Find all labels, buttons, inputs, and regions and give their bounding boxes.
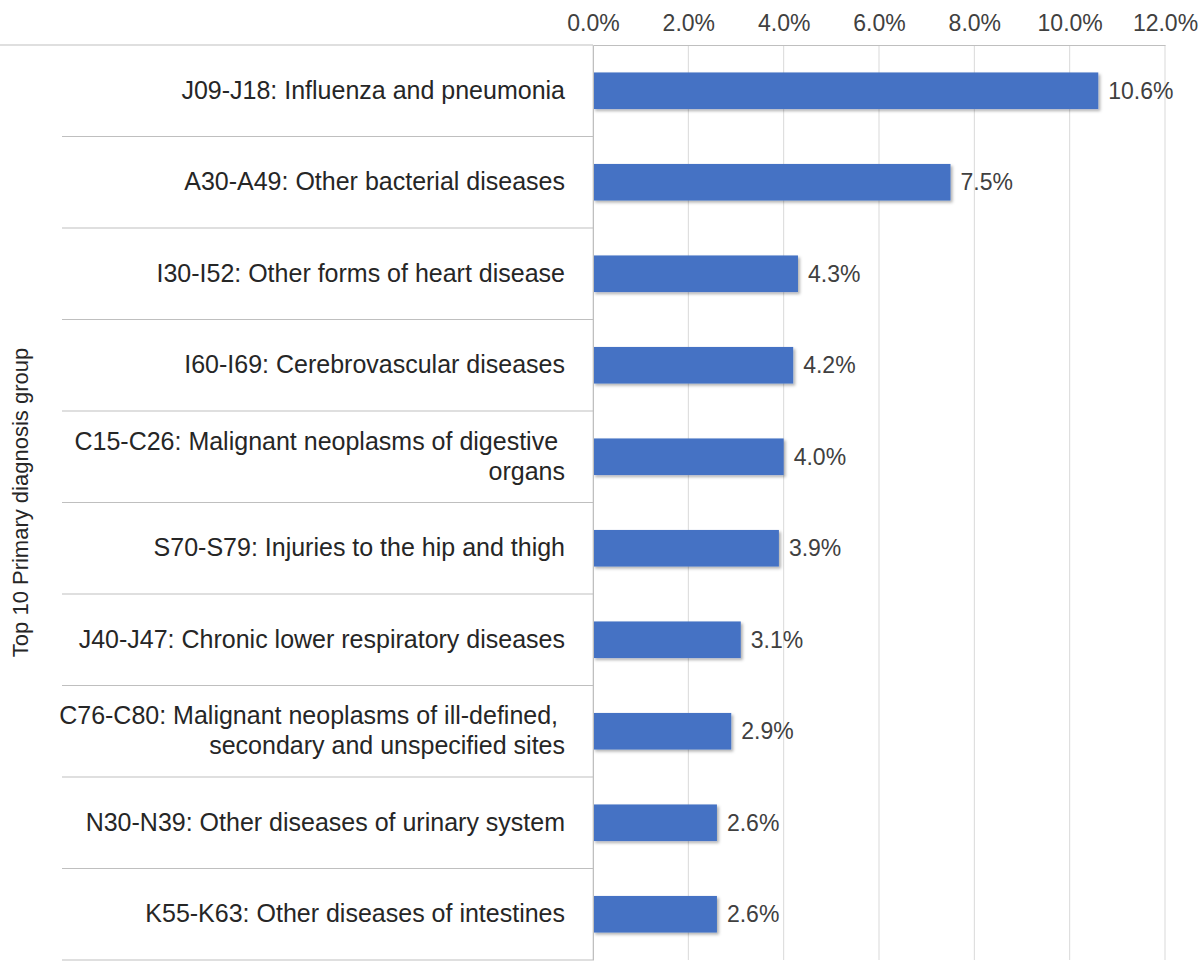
chart: 0.0% 2.0% 4.0% 6.0% 8.0% 10.0% 12.0% J09-J18: I…	[0, 0, 1200, 966]
grid-line	[1069, 45, 1070, 960]
bar	[593, 621, 741, 658]
category-separator	[62, 411, 593, 412]
tick-label: I60-I69: Cerebrovascular diseases	[184, 350, 565, 378]
category-separator	[62, 868, 593, 869]
category-separator	[62, 319, 593, 320]
bar	[593, 72, 1098, 109]
tick: 10.0%	[1038, 10, 1103, 45]
category-separator	[62, 777, 593, 778]
tick-label: A30-A49: Other bacterial diseases	[184, 167, 565, 195]
data-label: 2.9%	[741, 718, 793, 744]
bar	[593, 530, 779, 567]
tick: S70-S79: Injuries to the hip and thigh	[154, 533, 593, 561]
tick: 0.0%	[567, 10, 619, 45]
data-label: 7.5%	[961, 169, 1013, 195]
category-separator	[62, 136, 593, 137]
data-label: 3.9%	[789, 535, 841, 561]
tick: A30-A49: Other bacterial diseases	[184, 167, 593, 195]
axis-line	[593, 46, 594, 961]
axis-line	[594, 45, 1166, 46]
tick-label: C15-C26: Malignant neoplasms of digestiv…	[74, 427, 565, 485]
tick-label: 8.0%	[949, 10, 1001, 36]
bar	[593, 164, 951, 201]
category-separator	[62, 228, 593, 229]
tick-label: N30-N39: Other diseases of urinary syste…	[86, 808, 565, 836]
tick: 6.0%	[853, 10, 905, 45]
tick: K55-K63: Other diseases of intestines	[145, 899, 593, 927]
tick: I60-I69: Cerebrovascular diseases	[184, 350, 593, 378]
tick-label: 2.0%	[663, 10, 715, 36]
data-label: 2.6%	[727, 901, 779, 927]
tick: J09-J18: Influenza and pneumonia	[181, 76, 593, 104]
data-labels: 10.6% 7.5% 4.3% 4.2% 4.0% 3.9% 3.1% 2.9% 2.6% 2.6…	[727, 78, 1174, 928]
tick-label: I30-I52: Other forms of heart disease	[156, 259, 565, 287]
tick-label: 10.0%	[1038, 10, 1103, 36]
bar	[593, 804, 717, 841]
bar	[593, 438, 784, 475]
bars	[593, 72, 1098, 932]
grid	[593, 45, 1165, 960]
tick-label: C76-C80: Malignant neoplasms of ill-defi…	[59, 701, 565, 759]
category-separator	[0, 45, 593, 46]
y-axis: J09-J18: Influenza and pneumonia A30-A49:…	[59, 46, 593, 961]
tick-label: J40-J47: Chronic lower respiratory disea…	[79, 625, 565, 653]
tick: 8.0%	[949, 10, 1001, 45]
bar	[593, 896, 717, 933]
data-label: 3.1%	[751, 627, 803, 653]
tick: I30-I52: Other forms of heart disease	[156, 259, 593, 287]
category-separator	[62, 502, 593, 503]
tick-label: J09-J18: Influenza and pneumonia	[181, 76, 565, 104]
tick-label: 6.0%	[853, 10, 905, 36]
data-label: 10.6%	[1108, 78, 1173, 104]
tick-label: 4.0%	[758, 10, 810, 36]
tick-label: K55-K63: Other diseases of intestines	[145, 899, 565, 927]
data-label: 4.2%	[803, 352, 855, 378]
x-axis: 0.0% 2.0% 4.0% 6.0% 8.0% 10.0% 12.0%	[567, 10, 1198, 46]
data-label: 2.6%	[727, 810, 779, 836]
tick-label: S70-S79: Injuries to the hip and thigh	[154, 533, 565, 561]
bar	[593, 713, 731, 750]
tick: J40-J47: Chronic lower respiratory disea…	[79, 625, 593, 653]
category-separators	[0, 45, 593, 960]
tick: 12.0%	[1133, 10, 1198, 45]
data-label: 4.0%	[794, 444, 846, 470]
tick-label: 12.0%	[1133, 10, 1198, 36]
data-label: 4.3%	[808, 261, 860, 287]
bar	[593, 255, 798, 292]
category-separator	[62, 960, 593, 961]
tick: 2.0%	[663, 10, 715, 45]
bar	[593, 347, 793, 384]
tick: C76-C80: Malignant neoplasms of ill-defi…	[59, 701, 593, 759]
tick: N30-N39: Other diseases of urinary syste…	[86, 808, 593, 836]
tick: C15-C26: Malignant neoplasms of digestiv…	[74, 427, 593, 485]
axis-title: Top 10 Primary diagnosis group	[8, 348, 33, 657]
grid-line	[1165, 45, 1166, 960]
category-separator	[62, 594, 593, 595]
category-separator	[62, 685, 593, 686]
tick-label: 0.0%	[567, 10, 619, 36]
tick: 4.0%	[758, 10, 810, 45]
